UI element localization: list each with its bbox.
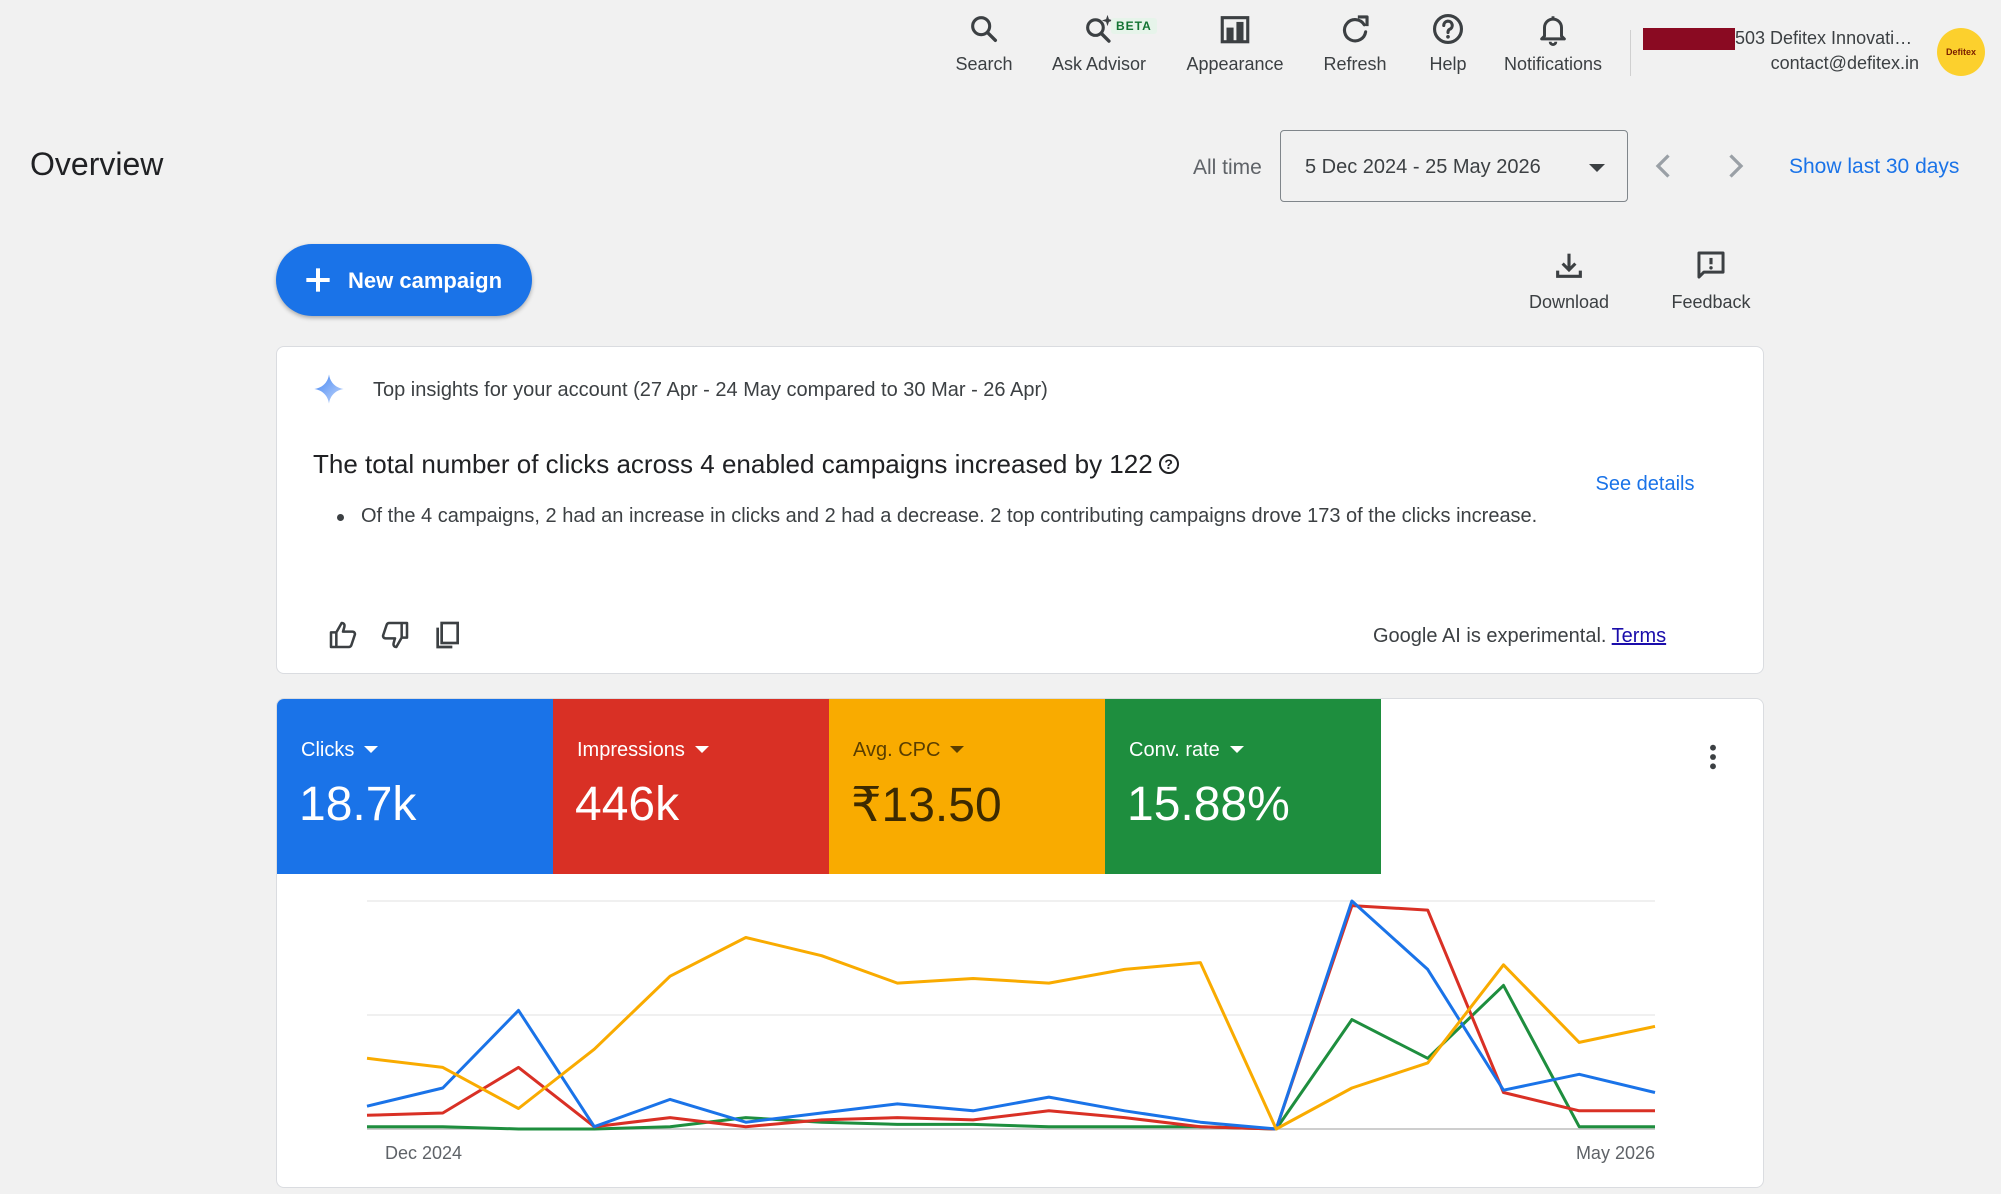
new-campaign-button[interactable]: New campaign [276,244,532,316]
insight-bullet-text: Of the 4 campaigns, 2 had an increase in… [361,505,1538,527]
download-button[interactable]: Download [1509,248,1629,318]
thumbs-up-icon[interactable] [327,619,359,651]
new-campaign-label: New campaign [348,268,503,293]
beta-badge: BETA [1111,18,1157,34]
help-label: Help [1429,54,1467,74]
notifications-label: Notifications [1503,54,1603,74]
date-range-value: 5 Dec 2024 - 25 May 2026 [1305,156,1541,178]
metric-label: Impressions [577,739,709,762]
help-icon [1432,13,1464,45]
download-label: Download [1528,292,1610,312]
feedback-icon [1697,251,1725,279]
avatar-logo-text: Defitex [1945,47,1976,57]
ai-disclaimer-text: Google AI is experimental. [1373,625,1607,647]
download-icon [1556,253,1582,278]
ask-advisor-button[interactable]: BETA Ask Advisor [1039,12,1159,84]
plus-icon [306,268,330,292]
bullet-dot [337,514,344,521]
feedback-button[interactable]: Feedback [1651,248,1771,318]
ask-advisor-label: Ask Advisor [1051,54,1147,74]
bell-icon [1540,16,1566,46]
insight-title-text: The total number of clicks across 4 enab… [313,449,1153,479]
metric-label-text: Impressions [577,739,685,761]
dropdown-caret-icon [694,746,709,753]
dropdown-caret-icon [1229,746,1244,753]
metric-label-text: Avg. CPC [853,739,941,761]
account-name[interactable]: 503 Defitex Innovati… [1735,28,1913,48]
notifications-button[interactable]: Notifications [1493,12,1613,84]
performance-card: Clicks 18.7k Impressions 446k Avg. CPC ₹… [276,698,1764,1188]
show-last-30-days-link[interactable]: Show last 30 days [1789,155,1960,178]
next-period-chevron-icon[interactable] [1717,148,1753,184]
metric-label: Clicks [301,739,379,762]
metric-label: Avg. CPC [853,739,965,762]
top-toolbar: Search BETA Ask Advisor Appearance Refre… [0,0,2001,100]
search-button[interactable]: Search [924,12,1044,84]
refresh-button[interactable]: Refresh [1295,12,1415,84]
metric-value: 446k [575,778,680,831]
series-line-avg-cpc[interactable] [366,936,1656,1131]
metric-tile-avg-cpc[interactable]: Avg. CPC ₹13.50 [829,699,1105,874]
previous-period-chevron-icon[interactable] [1646,148,1682,184]
insights-heading: Top insights for your account (27 Apr - … [373,379,1048,401]
insight-bullet: Of the 4 campaigns, 2 had an increase in… [337,501,1837,571]
ask-advisor-icon [1086,14,1114,43]
search-label: Search [955,54,1013,74]
copy-icon[interactable] [431,619,463,651]
toolbar-divider [1630,30,1631,76]
dropdown-caret-icon [364,746,379,753]
metric-value: 15.88% [1127,778,1290,831]
account-email[interactable]: contact@defitex.in [1770,53,1919,73]
more-options-icon[interactable] [1697,741,1729,773]
insight-title: The total number of clicks across 4 enab… [313,449,1179,480]
page-title: Overview [30,146,164,182]
feedback-label: Feedback [1671,292,1751,312]
metric-label: Conv. rate [1129,739,1244,762]
metric-label-text: Conv. rate [1129,739,1220,761]
all-time-label: All time [1193,156,1262,179]
appearance-button[interactable]: Appearance [1175,12,1295,84]
ai-sparkle-icon [314,374,344,404]
thumbs-down-icon[interactable] [379,619,411,651]
metric-tile-clicks[interactable]: Clicks 18.7k [277,699,553,874]
see-details-link[interactable]: See details [1595,473,1695,495]
terms-link[interactable]: Terms [1611,625,1667,647]
series-line-clicks[interactable] [366,899,1656,1131]
refresh-icon [1342,15,1369,43]
metric-tile-impressions[interactable]: Impressions 446k [553,699,829,874]
x-axis-start-label: Dec 2024 [385,1143,462,1163]
insights-card: Top insights for your account (27 Apr - … [276,346,1764,674]
question-mark-icon[interactable]: ? [1158,454,1179,474]
search-icon [971,16,998,43]
ai-disclaimer: Google AI is experimental. Terms [1373,625,1666,648]
line-chart-svg: Dec 2024 May 2026 [366,899,1656,1163]
avatar[interactable]: Defitex [1937,28,1985,76]
appearance-label: Appearance [1186,54,1284,74]
date-range-dropdown[interactable]: 5 Dec 2024 - 25 May 2026 [1280,130,1628,202]
metric-value: ₹13.50 [851,779,1002,832]
appearance-icon [1220,16,1250,44]
series-line-impressions[interactable] [366,904,1655,1131]
refresh-label: Refresh [1323,54,1387,74]
series-line-conv-rate[interactable] [367,983,1655,1131]
metric-value: 18.7k [299,778,417,831]
dropdown-caret-icon [950,746,965,753]
metric-tile-conv-rate[interactable]: Conv. rate 15.88% [1105,699,1381,874]
help-button[interactable]: Help [1388,12,1508,84]
dropdown-caret-icon [1589,164,1605,172]
line-chart: Dec 2024 May 2026 [277,874,1763,1187]
metric-label-text: Clicks [301,739,355,761]
redacted-account-id [1643,28,1735,50]
x-axis-end-label: May 2026 [1576,1143,1655,1163]
